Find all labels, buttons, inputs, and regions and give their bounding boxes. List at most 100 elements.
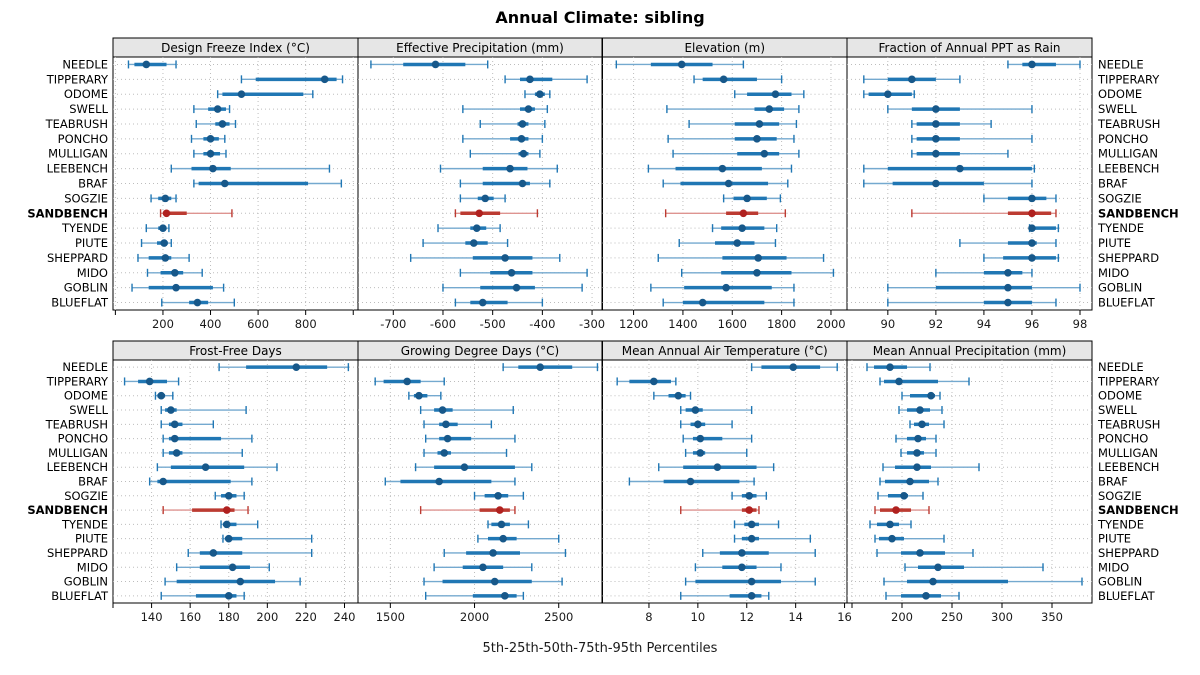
site-label-left: BRAF	[78, 177, 108, 191]
median-dot	[209, 164, 217, 173]
site-label-right: SOGZIE	[1098, 191, 1142, 205]
median-dot	[475, 209, 484, 218]
axis-tick-label: 1500	[376, 610, 405, 624]
median-dot	[913, 463, 921, 472]
axis-tick-label: 98	[1073, 317, 1088, 331]
median-dot	[435, 477, 443, 486]
median-dot	[431, 60, 440, 69]
axis-tick-label: 250	[941, 610, 963, 624]
median-dot	[536, 363, 545, 371]
median-dot	[755, 120, 764, 128]
median-dot	[209, 549, 218, 557]
site-label-right: TIPPERARY	[1097, 374, 1160, 388]
site-label-right: NEEDLE	[1098, 360, 1144, 374]
site-label-left: ODOME	[64, 389, 108, 403]
site-label-right: GOBLIN	[1098, 281, 1142, 295]
axis-tick-label: 800	[295, 317, 317, 331]
median-dot	[481, 194, 490, 203]
median-dot	[747, 592, 756, 600]
median-dot	[886, 520, 894, 529]
site-label-left: SOGZIE	[64, 191, 108, 205]
median-dot	[224, 491, 233, 500]
median-dot	[172, 283, 180, 292]
median-dot	[440, 449, 449, 457]
site-label-right: PIUTE	[1098, 236, 1131, 250]
median-dot	[1028, 254, 1036, 262]
median-dot	[495, 506, 504, 514]
site-label-left: SWELL	[69, 102, 108, 116]
median-dot	[206, 135, 215, 143]
site-label-left: GOBLIN	[64, 281, 108, 295]
median-dot	[733, 239, 742, 247]
median-dot	[403, 377, 411, 386]
axis-tick-label: 16	[837, 610, 852, 624]
site-label-left: SWELL	[69, 403, 108, 417]
median-dot	[916, 549, 924, 557]
median-dot	[722, 283, 730, 292]
median-dot	[713, 463, 722, 472]
site-label-left: TYENDE	[61, 221, 108, 235]
site-label-right: SHEPPARD	[1098, 251, 1159, 265]
median-dot	[747, 520, 756, 529]
axis-tick-label: 400	[200, 317, 222, 331]
site-label-left: PONCHO	[58, 432, 108, 446]
axis-tick-label: 10	[691, 610, 706, 624]
median-dot	[494, 491, 502, 500]
median-dot	[892, 506, 900, 514]
median-dot	[1004, 298, 1012, 307]
median-dot	[526, 75, 534, 84]
axis-tick-label: -500	[480, 317, 506, 331]
median-dot	[696, 449, 705, 457]
axis-tick-label: 8	[645, 610, 652, 624]
median-dot	[201, 463, 210, 472]
median-dot	[745, 506, 753, 514]
site-label-right: PONCHO	[1098, 132, 1148, 146]
median-dot	[161, 194, 170, 203]
median-dot	[193, 298, 202, 307]
site-label-right: SANDBENCH	[1098, 206, 1179, 220]
median-dot	[738, 563, 746, 572]
site-label-right: NEEDLE	[1098, 57, 1144, 71]
median-dot	[789, 363, 798, 371]
site-label-left: PIUTE	[75, 532, 108, 546]
median-dot	[914, 434, 922, 443]
median-dot	[753, 135, 761, 143]
median-dot	[956, 164, 964, 173]
site-label-left: GOBLIN	[64, 575, 108, 589]
median-dot	[677, 60, 686, 69]
site-label-right: TYENDE	[1097, 221, 1144, 235]
median-dot	[512, 283, 521, 292]
median-dot	[674, 391, 683, 400]
axis-tick-label: 2000	[816, 317, 845, 331]
median-dot	[934, 563, 942, 572]
median-dot	[650, 377, 658, 386]
median-dot	[1028, 194, 1036, 203]
median-dot	[292, 363, 301, 371]
axis-tick-label: 600	[247, 317, 269, 331]
median-dot	[237, 90, 246, 99]
site-label-right: BRAF	[1098, 475, 1128, 489]
site-label-right: MULLIGAN	[1098, 147, 1158, 161]
median-dot	[694, 420, 702, 429]
site-label-left: TEABRUSH	[45, 117, 108, 131]
site-label-left: TYENDE	[61, 517, 108, 531]
axis-tick-label: 180	[218, 610, 240, 624]
axis-tick-label: 14	[788, 610, 803, 624]
median-dot	[506, 164, 514, 173]
median-dot	[753, 268, 761, 277]
site-label-right: LEEBENCH	[1098, 162, 1159, 176]
axis-tick-label: 140	[141, 610, 163, 624]
axis-tick-label: 12	[739, 610, 754, 624]
median-dot	[927, 391, 935, 400]
median-dot	[718, 164, 727, 173]
median-dot	[1028, 239, 1036, 247]
axis-tick-label: 240	[334, 610, 356, 624]
axis-tick-label: -300	[579, 317, 605, 331]
site-label-left: SANDBENCH	[27, 206, 108, 220]
site-label-left: ODOME	[64, 87, 108, 101]
median-dot	[1004, 268, 1012, 277]
site-label-left: TIPPERARY	[46, 374, 109, 388]
median-dot	[922, 592, 930, 600]
axis-tick-label: 2000	[460, 610, 489, 624]
